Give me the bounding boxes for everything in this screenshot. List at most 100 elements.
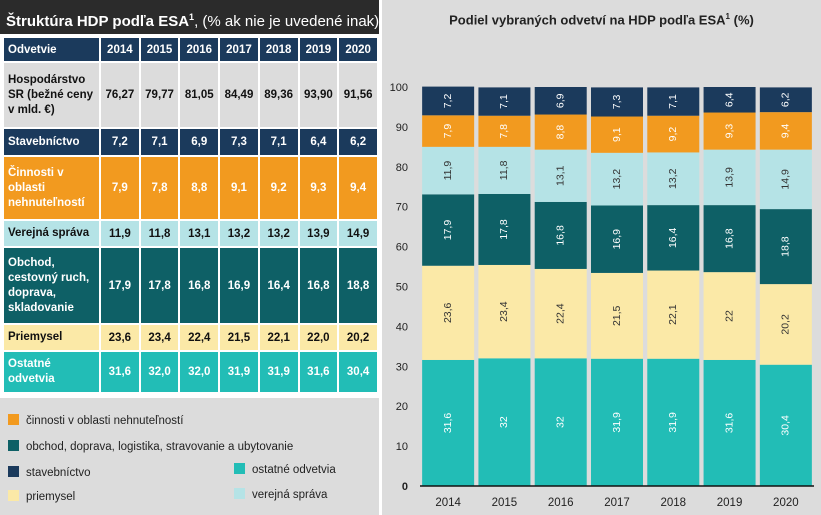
legend-item-trade: obchod, doprava, logistika, stravovanie … [8,440,293,453]
bar-value-label: 16,9 [611,229,623,250]
bar-value-label: 9,3 [723,124,735,139]
cell-value: 13,9 [299,221,338,246]
x-tick-label: 2017 [604,497,630,509]
legend-swatch [8,440,19,451]
cell-value: 21,5 [220,325,258,350]
y-tick-label: 0 [402,481,408,493]
cell-value: 31,9 [220,352,258,392]
bar-value-label: 31,9 [611,412,623,433]
bar-value-label: 11,9 [442,161,454,181]
table-title-main: Štruktúra HDP podľa ESA [6,13,190,30]
gdp-structure-panel: Štruktúra HDP podľa ESA1, (% ak nie je u… [0,0,379,515]
bar-segment-trade [422,194,475,266]
bar-value-label: 7,3 [611,95,623,110]
chart-title-text: Podiel vybraných odvetví na HDP podľa ES… [449,12,726,28]
cell-value: 6,2 [339,129,377,155]
y-tick-label: 70 [396,202,408,214]
x-tick-label: 2020 [773,497,799,509]
cell-value: 89,36 [259,63,298,127]
table-title-rest: , (% ak nie je uvedené inak) [194,13,379,30]
header-year: 2020 [339,38,377,61]
table-title: Štruktúra HDP podľa ESA1, (% ak nie je u… [0,0,379,34]
bar-value-label: 30,4 [780,415,792,436]
stacked-bar-chart: 0 10 20 30 40 50 60 70 80 90 100 31,6 23,6 17,9 11,9 7,… [390,82,814,509]
row-label: Činnosti v oblasti nehnuteľností [4,157,99,219]
table-row: Stavebníctvo 7,2 7,1 6,9 7,3 7,1 6,4 6,2 [4,129,377,155]
table-row: Priemysel 23,6 23,4 22,4 21,5 22,1 22,0 20,2 [4,325,377,350]
bar-segment-industry [591,272,643,359]
bar-value-label: 13,2 [611,169,623,190]
bar-value-label: 7,9 [442,124,454,139]
bar-value-label: 9,1 [611,127,623,142]
x-tick-label: 2015 [492,497,518,509]
bar-segment-public [703,149,756,206]
bar-value-label: 22,4 [554,303,566,324]
bar-value-label: 8,8 [554,125,566,140]
bar-value-label: 16,4 [667,227,679,248]
bar-segment-industry [478,264,531,359]
legend-item-other: ostatné odvetvia [234,463,336,476]
cell-value: 20,2 [339,325,377,350]
cell-value: 16,8 [299,248,338,323]
bar-segment-realestate [591,116,643,153]
cell-value: 91,56 [339,63,377,127]
cell-value: 18,8 [339,248,377,323]
bar-value-label: 14,9 [780,169,792,190]
cell-value: 23,6 [101,325,139,350]
bar-segment-public [647,152,700,206]
legend-label: činnosti v oblasti nehnuteľností [26,415,184,427]
legend-label: ostatné odvetvia [252,464,336,476]
bar-value-label: 9,4 [780,123,792,138]
bar-segment-other [703,359,756,486]
bar-segment-public [591,152,643,206]
chart-title-suffix: (%) [730,12,754,28]
bar-segment-trade [759,209,812,285]
bar-value-label: 6,4 [723,92,735,107]
cell-value: 13,1 [180,221,219,246]
cell-value: 7,9 [101,157,139,219]
header-year: 2019 [299,38,338,61]
cell-value: 16,8 [180,248,219,323]
header-year: 2014 [101,38,139,61]
y-tick-label: 80 [396,162,408,174]
cell-value: 7,1 [140,129,179,155]
bar-segment-construction [478,87,531,116]
row-label: Ostatné odvetvia [4,352,99,392]
bar-segment-construction [647,87,700,116]
chart-panel: Podiel vybraných odvetví na HDP podľa ES… [382,0,821,515]
cell-value: 14,9 [339,221,377,246]
header-sector: Odvetvie [4,38,99,61]
bar-segment-industry [703,272,756,360]
bar-segment-realestate [534,114,587,150]
bar-segment-other [759,364,812,486]
bar-segment-other [478,358,531,486]
header-year: 2016 [180,38,219,61]
cell-value: 31,6 [299,352,338,392]
legend-swatch [234,463,245,474]
legend-label: stavebníctvo [26,467,91,479]
table-row: Činnosti v oblasti nehnuteľností 7,9 7,8 8,… [4,157,377,219]
bar-value-label: 6,9 [554,93,566,108]
cell-value: 13,2 [220,221,258,246]
cell-value: 31,6 [101,352,139,392]
bar-segment-public [759,149,812,210]
bar-segment-industry [534,268,587,359]
bar-value-label: 13,1 [554,165,566,186]
header-year: 2017 [220,38,258,61]
bar-value-label: 7,1 [498,94,510,109]
bar-segment-construction [422,86,475,116]
bar-segment-other [591,358,643,486]
legend-item-realestate: činnosti v oblasti nehnuteľností [8,414,183,427]
row-label: Verejná správa [4,221,99,246]
bar-segment-realestate [478,115,531,147]
bar-segment-trade [703,205,756,273]
bar-segment-public [422,146,475,195]
cell-value: 22,0 [299,325,338,350]
legend-item-public: verejná správa [234,488,327,501]
chart-title: Podiel vybraných odvetví na HDP podľa ES… [382,12,821,27]
bar-segment-other [647,358,700,486]
cell-value: 8,8 [180,157,219,219]
cell-value: 17,9 [101,248,139,323]
bar-value-label: 17,8 [498,219,510,240]
y-tick-label: 100 [390,82,408,94]
